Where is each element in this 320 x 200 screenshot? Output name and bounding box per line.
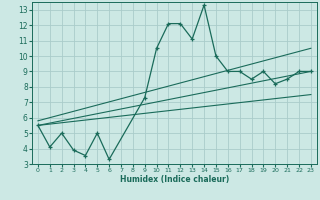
X-axis label: Humidex (Indice chaleur): Humidex (Indice chaleur) (120, 175, 229, 184)
